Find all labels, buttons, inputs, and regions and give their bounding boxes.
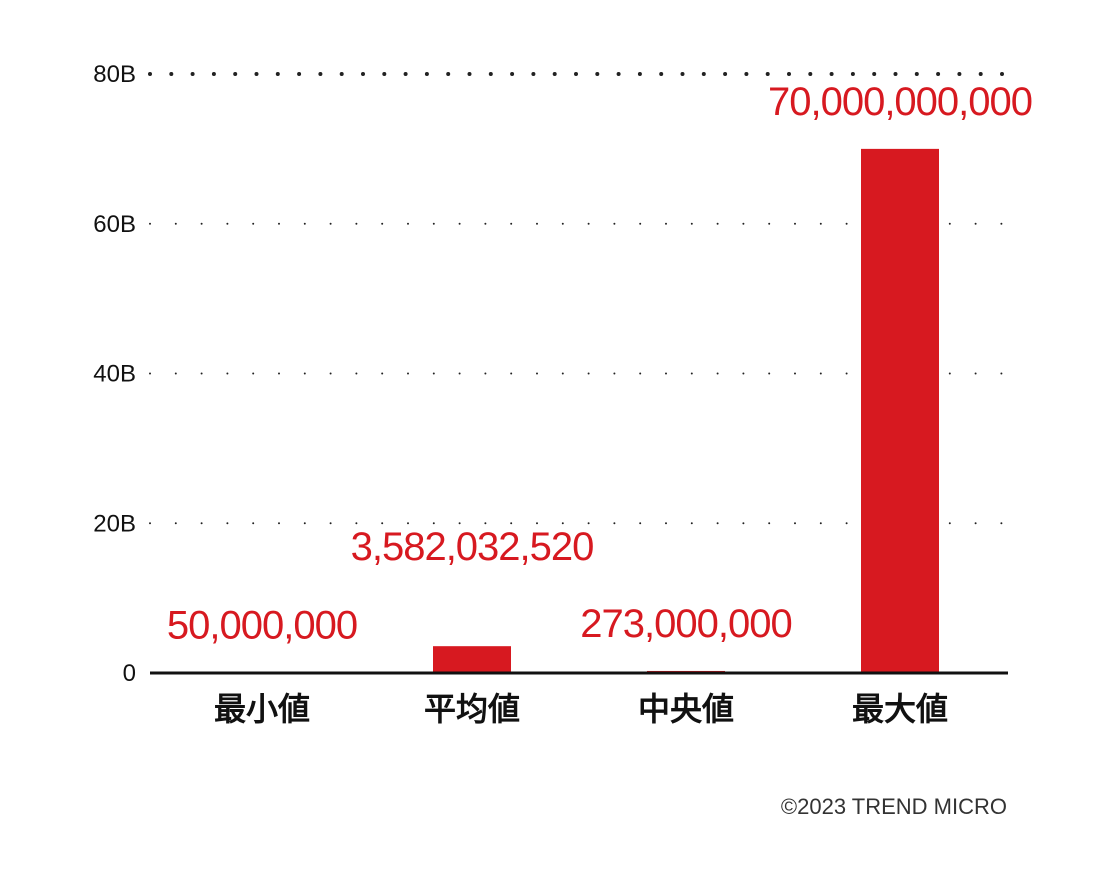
bar (861, 148, 939, 673)
data-label: 70,000,000,000 (768, 80, 1032, 124)
y-tick-label: 0 (123, 660, 136, 687)
y-tick-label: 60B (93, 211, 136, 238)
data-labels: 50,000,000 3,582,032,520 273,000,000 70,000… (167, 80, 1033, 648)
data-label: 50,000,000 (167, 604, 357, 648)
bar (433, 646, 511, 673)
bars (223, 148, 939, 673)
y-tick-label: 20B (93, 510, 136, 537)
copyright-text: ©2023 TREND MICRO (780, 794, 1007, 819)
y-tick-label: 80B (93, 61, 136, 88)
y-axis-ticks: 0 20B 40B 60B 80B (93, 61, 136, 687)
category-label: 最小値 (214, 690, 310, 728)
category-label: 中央値 (638, 690, 734, 728)
y-tick-label: 40B (93, 361, 136, 388)
category-label: 平均値 (424, 690, 520, 728)
category-label: 最大値 (852, 690, 948, 728)
data-label: 273,000,000 (580, 602, 791, 646)
category-labels: 最小値 平均値 中央値 最大値 (214, 690, 948, 728)
data-label: 3,582,032,520 (351, 525, 594, 569)
